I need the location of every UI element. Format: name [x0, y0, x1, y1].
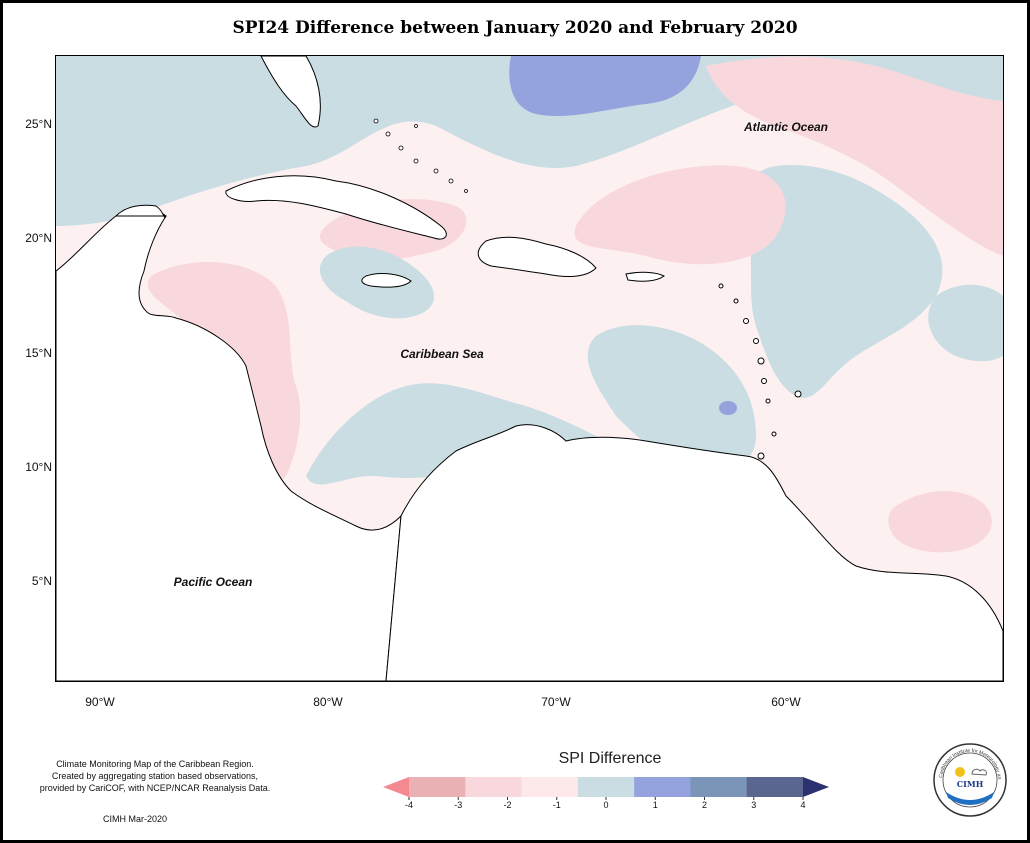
legend-swatch — [409, 777, 466, 797]
lon-tick-60: 60°W — [771, 695, 801, 709]
label-atlantic-ocean: Atlantic Ocean — [743, 120, 828, 134]
logo-text: CIMH — [957, 779, 984, 789]
map-notes: Climate Monitoring Map of the Caribbean … — [20, 758, 290, 794]
notes-line-2: Created by aggregating station based obs… — [51, 771, 259, 781]
land-cuba — [225, 175, 447, 240]
map-panel[interactable]: Atlantic Ocean Caribbean Sea Pacific Oce… — [55, 55, 1004, 682]
lon-tick-90: 90°W — [85, 695, 115, 709]
legend-swatch — [577, 777, 635, 797]
land-south-america — [385, 424, 1003, 681]
legend-tick-label: 0 — [603, 800, 609, 810]
spi-zone-pink-southeast — [888, 491, 992, 553]
legend-title: SPI Difference — [558, 750, 662, 767]
legend-swatch — [521, 777, 579, 797]
land-yucatan — [114, 204, 167, 218]
legend-tick-label: 4 — [800, 800, 806, 810]
lat-tick-5: 5°N — [31, 574, 52, 588]
legend-tick-label: 2 — [701, 800, 707, 810]
map-credit: CIMH Mar-2020 — [102, 814, 167, 824]
legend-tick-label: -4 — [404, 800, 413, 810]
landmasses — [56, 56, 1003, 681]
spi-zone-blue-south — [306, 383, 616, 485]
label-caribbean-sea: Caribbean Sea — [400, 347, 484, 361]
map-svg: Atlantic Ocean Caribbean Sea Pacific Oce… — [56, 56, 1003, 681]
legend-tick-label: 1 — [652, 800, 658, 810]
cloud-icon — [971, 768, 987, 776]
legend-colorbar — [383, 777, 829, 800]
land-hispaniola — [477, 236, 597, 277]
legend-swatch — [465, 777, 523, 797]
spi-zone-deep-blue-dot — [719, 401, 737, 415]
spi-zone-blue-east-small — [928, 284, 1003, 362]
legend-arrow-high — [803, 777, 829, 797]
legend-tick-label: -1 — [552, 800, 561, 810]
spi-zone-deep-blue — [509, 56, 701, 117]
land-jamaica — [361, 273, 412, 288]
notes-line-3: provided by CariCOF, with NCEP/NCAR Rean… — [39, 783, 271, 793]
land-puerto-rico — [625, 271, 665, 282]
lat-tick-20: 20°N — [25, 231, 52, 245]
legend-tick-label: 3 — [751, 800, 757, 810]
notes-line-1: Climate Monitoring Map of the Caribbean … — [56, 759, 254, 769]
lat-tick-25: 25°N — [25, 117, 52, 131]
spi-zone-pink-oval — [574, 165, 786, 265]
sun-icon — [955, 767, 965, 777]
land-florida — [260, 56, 321, 128]
spi-zone-blue-east — [742, 165, 943, 398]
label-pacific-ocean: Pacific Ocean — [174, 575, 253, 589]
lat-tick-10: 10°N — [25, 460, 52, 474]
map-title: SPI24 Difference between January 2020 an… — [232, 18, 798, 38]
bahamas — [373, 118, 468, 193]
legend-swatch — [690, 777, 748, 797]
cimh-logo: CIMH Caribbean Institute for Meteorology… — [932, 742, 1007, 817]
lon-tick-70: 70°W — [541, 695, 571, 709]
lesser-antilles — [718, 283, 802, 460]
lon-tick-80: 80°W — [313, 695, 343, 709]
legend-arrow-low — [383, 777, 409, 797]
legend-swatch — [634, 777, 691, 797]
spi-zone-blue-southcenter — [587, 325, 756, 470]
legend-tick-label: -2 — [503, 800, 512, 810]
water-icon — [946, 792, 994, 805]
spi-zone-pink-northeast — [706, 56, 1003, 256]
legend-tick-label: -3 — [454, 800, 463, 810]
lat-tick-15: 15°N — [25, 346, 52, 360]
legend-swatch — [746, 777, 804, 797]
